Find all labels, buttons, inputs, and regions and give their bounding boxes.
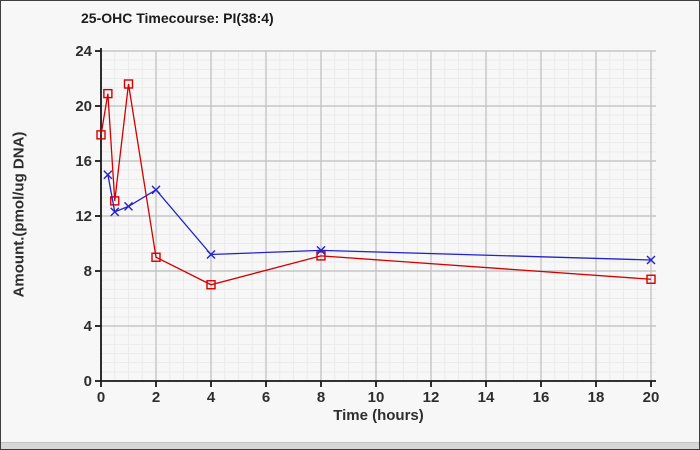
y-tick-label: 12 bbox=[75, 208, 92, 225]
square-marker-icon bbox=[316, 251, 326, 261]
x-tick-label: 18 bbox=[588, 389, 605, 406]
y-axis-title: Amount.(pmol/ug DNA) bbox=[10, 131, 28, 298]
square-marker-icon bbox=[123, 79, 134, 89]
x-marker-icon bbox=[646, 255, 656, 265]
y-tick-label: 16 bbox=[75, 153, 92, 170]
square-marker-icon bbox=[110, 196, 120, 206]
square-marker-icon bbox=[103, 88, 113, 99]
grid-major bbox=[100, 50, 656, 382]
series-blue-x bbox=[103, 170, 656, 265]
x-tick-label: 8 bbox=[317, 389, 325, 406]
x-tick-label: 6 bbox=[262, 389, 270, 406]
x-tick-label: 20 bbox=[643, 389, 660, 406]
x-tick-label: 2 bbox=[152, 389, 160, 406]
chart-title: 25-OHC Timecourse: PI(38:4) bbox=[81, 10, 274, 26]
y-tick-label: 4 bbox=[84, 318, 93, 335]
bottom-bar bbox=[1, 442, 699, 449]
series-red-squares-line bbox=[100, 83, 652, 286]
x-axis-title: Time (hours) bbox=[333, 407, 424, 424]
y-tick-label: 0 bbox=[84, 373, 92, 390]
y-tick-label: 24 bbox=[75, 43, 92, 60]
series-blue-x-line bbox=[107, 174, 652, 261]
square-marker-icon bbox=[206, 280, 216, 290]
x-tick-label: 16 bbox=[533, 389, 550, 406]
square-marker-icon bbox=[151, 252, 161, 262]
y-tick-label: 8 bbox=[84, 263, 92, 280]
axes bbox=[100, 48, 656, 382]
x-tick-label: 14 bbox=[478, 389, 495, 406]
x-tick-label: 4 bbox=[207, 389, 216, 406]
x-marker-icon bbox=[151, 185, 161, 195]
x-marker-icon bbox=[103, 170, 113, 180]
x-marker-icon bbox=[316, 245, 326, 255]
square-marker-icon bbox=[646, 274, 656, 284]
x-marker-icon bbox=[124, 201, 133, 211]
x-tick-label: 12 bbox=[423, 389, 440, 406]
x-tick-label: 10 bbox=[368, 389, 385, 406]
x-tick-label: 0 bbox=[97, 389, 105, 406]
square-marker-icon bbox=[96, 130, 106, 140]
x-marker-icon bbox=[110, 207, 120, 217]
series-red-squares bbox=[96, 79, 656, 290]
y-tick-label: 20 bbox=[75, 98, 92, 115]
x-marker-icon bbox=[206, 250, 216, 259]
